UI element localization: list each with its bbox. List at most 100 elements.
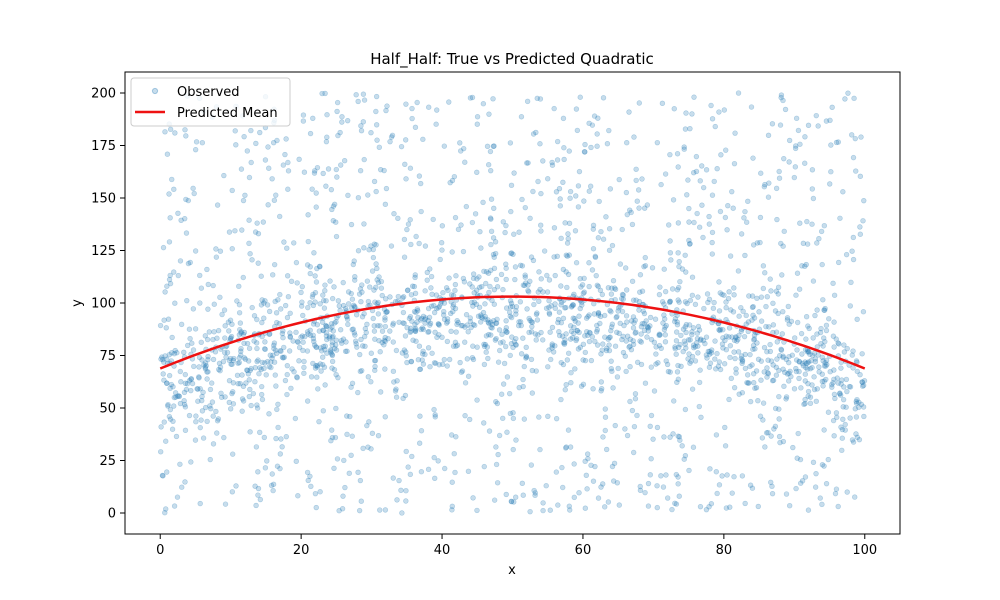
observed-point: [816, 364, 822, 370]
observed-point: [241, 133, 247, 140]
observed-point: [537, 286, 543, 293]
observed-point: [807, 351, 813, 357]
observed-point: [551, 254, 557, 260]
observed-point: [735, 349, 742, 355]
observed-point: [780, 353, 786, 359]
observed-point: [348, 384, 354, 390]
observed-point: [166, 191, 172, 197]
observed-point: [842, 421, 848, 428]
observed-point: [333, 371, 339, 378]
observed-point: [173, 433, 180, 440]
observed-point: [538, 276, 544, 282]
observed-point: [761, 184, 768, 190]
observed-point: [171, 186, 177, 193]
observed-point: [513, 342, 519, 348]
observed-point: [258, 391, 265, 398]
observed-point: [495, 451, 501, 458]
observed-point: [257, 496, 264, 503]
observed-point: [543, 305, 550, 311]
observed-point: [763, 303, 769, 310]
observed-point: [296, 358, 302, 364]
observed-point: [642, 380, 649, 386]
observed-point: [266, 364, 272, 370]
observed-point: [434, 107, 440, 113]
observed-point: [608, 327, 614, 334]
observed-point: [602, 414, 609, 420]
observed-point: [786, 503, 793, 509]
observed-point: [435, 321, 441, 327]
observed-point: [485, 317, 491, 323]
observed-point: [503, 343, 509, 350]
observed-point: [823, 480, 830, 487]
observed-point: [425, 317, 431, 324]
observed-point: [594, 131, 600, 137]
observed-point: [682, 299, 689, 305]
observed-point: [758, 170, 764, 176]
observed-point: [549, 162, 556, 168]
observed-point: [780, 366, 786, 372]
observed-point: [661, 434, 667, 440]
observed-point: [339, 506, 346, 512]
observed-point: [170, 418, 176, 424]
observed-point: [376, 337, 382, 344]
observed-point: [394, 497, 400, 503]
observed-point: [372, 357, 379, 364]
observed-point: [814, 386, 821, 392]
observed-point: [682, 452, 689, 459]
observed-point: [638, 323, 645, 330]
observed-point: [856, 399, 862, 405]
observed-point: [803, 261, 809, 268]
observed-point: [472, 211, 479, 217]
observed-point: [240, 398, 247, 404]
observed-point: [504, 374, 511, 380]
observed-point: [698, 414, 704, 421]
observed-point: [299, 333, 306, 339]
observed-point: [322, 347, 328, 353]
observed-point: [645, 503, 652, 509]
observed-point: [815, 123, 821, 129]
observed-point: [479, 315, 486, 321]
observed-point: [399, 350, 406, 356]
observed-point: [563, 331, 569, 337]
observed-point: [178, 217, 184, 224]
observed-point: [439, 247, 445, 253]
observed-point: [847, 384, 854, 390]
observed-point: [839, 435, 845, 441]
observed-point: [483, 349, 489, 355]
observed-point: [669, 286, 676, 292]
observed-point: [644, 334, 650, 340]
observed-point: [613, 314, 619, 321]
observed-point: [674, 151, 681, 157]
observed-point: [560, 115, 567, 122]
observed-point: [320, 327, 326, 333]
observed-point: [690, 444, 697, 450]
observed-point: [719, 341, 726, 347]
observed-point: [410, 337, 416, 343]
observed-point: [711, 178, 717, 185]
observed-point: [409, 115, 415, 122]
observed-point: [401, 320, 407, 327]
observed-point: [442, 465, 448, 472]
observed-point: [831, 391, 838, 398]
observed-point: [351, 330, 358, 336]
observed-point: [474, 344, 480, 350]
observed-point: [617, 261, 624, 267]
observed-point: [508, 182, 515, 189]
observed-point: [237, 320, 244, 326]
observed-point: [534, 95, 540, 102]
observed-point: [559, 464, 565, 471]
observed-point: [746, 380, 752, 386]
observed-point: [343, 339, 349, 345]
observed-point: [647, 314, 654, 321]
observed-point: [446, 356, 453, 363]
observed-point: [664, 495, 671, 501]
observed-point: [287, 310, 293, 316]
observed-point: [264, 302, 271, 308]
observed-point: [691, 219, 697, 226]
observed-point: [523, 354, 530, 360]
observed-point: [794, 270, 801, 276]
observed-point: [536, 298, 542, 305]
observed-point: [838, 365, 844, 371]
observed-point: [312, 365, 319, 371]
observed-point: [742, 365, 749, 372]
